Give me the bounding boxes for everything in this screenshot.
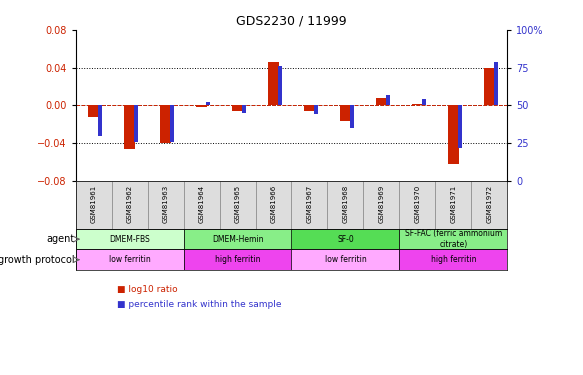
Bar <box>220 181 255 229</box>
Bar <box>184 249 292 270</box>
Text: GSM81965: GSM81965 <box>234 185 241 223</box>
Text: GSM81971: GSM81971 <box>450 185 456 223</box>
Bar <box>376 98 387 105</box>
Bar <box>399 249 507 270</box>
Bar <box>340 105 351 120</box>
Bar <box>471 181 507 229</box>
Bar <box>232 105 243 111</box>
Bar <box>196 105 207 107</box>
Bar <box>292 229 399 249</box>
Text: GSM81968: GSM81968 <box>342 185 349 223</box>
Bar <box>328 181 363 229</box>
Text: growth protocol: growth protocol <box>0 255 75 265</box>
Text: SF-FAC (ferric ammonium
citrate): SF-FAC (ferric ammonium citrate) <box>405 230 502 249</box>
Bar <box>255 181 292 229</box>
Text: DMEM-Hemin: DMEM-Hemin <box>212 235 264 244</box>
Text: GSM81961: GSM81961 <box>91 185 97 223</box>
Bar <box>494 62 498 105</box>
Bar <box>292 181 328 229</box>
Bar <box>184 181 220 229</box>
Bar <box>268 62 279 105</box>
Text: agent: agent <box>47 234 75 244</box>
Text: ■ log10 ratio: ■ log10 ratio <box>117 285 177 294</box>
Bar <box>76 249 184 270</box>
Text: high ferritin: high ferritin <box>430 255 476 264</box>
Bar <box>422 99 426 105</box>
Bar <box>399 181 436 229</box>
Bar <box>314 105 318 114</box>
Bar <box>399 229 507 249</box>
Bar <box>292 249 399 270</box>
Bar <box>386 95 390 105</box>
Bar <box>412 104 423 105</box>
Text: low ferritin: low ferritin <box>325 255 366 264</box>
Bar <box>147 181 184 229</box>
Bar <box>98 105 103 136</box>
Text: low ferritin: low ferritin <box>109 255 150 264</box>
Text: GSM81966: GSM81966 <box>271 185 276 223</box>
Bar <box>242 105 246 113</box>
Bar <box>76 181 112 229</box>
Bar <box>184 229 292 249</box>
Bar <box>160 105 171 143</box>
Text: SF-0: SF-0 <box>337 235 354 244</box>
Text: GSM81970: GSM81970 <box>415 185 420 223</box>
Bar <box>170 105 174 142</box>
Bar <box>350 105 354 128</box>
Text: GSM81962: GSM81962 <box>127 185 133 223</box>
Bar <box>436 181 471 229</box>
Bar <box>278 66 282 105</box>
Text: GSM81972: GSM81972 <box>486 185 492 223</box>
Bar <box>448 105 459 164</box>
Text: high ferritin: high ferritin <box>215 255 261 264</box>
Bar <box>134 105 138 142</box>
Bar <box>304 105 315 111</box>
Bar <box>458 105 462 148</box>
Text: GSM81967: GSM81967 <box>307 185 312 223</box>
Bar <box>363 181 399 229</box>
Text: DMEM-FBS: DMEM-FBS <box>110 235 150 244</box>
Text: GSM81969: GSM81969 <box>378 185 384 223</box>
Text: GSM81963: GSM81963 <box>163 185 168 223</box>
Text: GSM81964: GSM81964 <box>199 185 205 223</box>
Bar <box>484 68 494 105</box>
Bar <box>89 105 99 117</box>
Text: ■ percentile rank within the sample: ■ percentile rank within the sample <box>117 300 281 309</box>
Bar <box>76 229 184 249</box>
Bar <box>124 105 135 149</box>
Bar <box>112 181 147 229</box>
Title: GDS2230 / 11999: GDS2230 / 11999 <box>236 15 347 27</box>
Bar <box>206 102 210 105</box>
